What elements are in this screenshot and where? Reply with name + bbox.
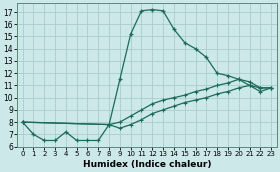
X-axis label: Humidex (Indice chaleur): Humidex (Indice chaleur) — [83, 159, 211, 169]
